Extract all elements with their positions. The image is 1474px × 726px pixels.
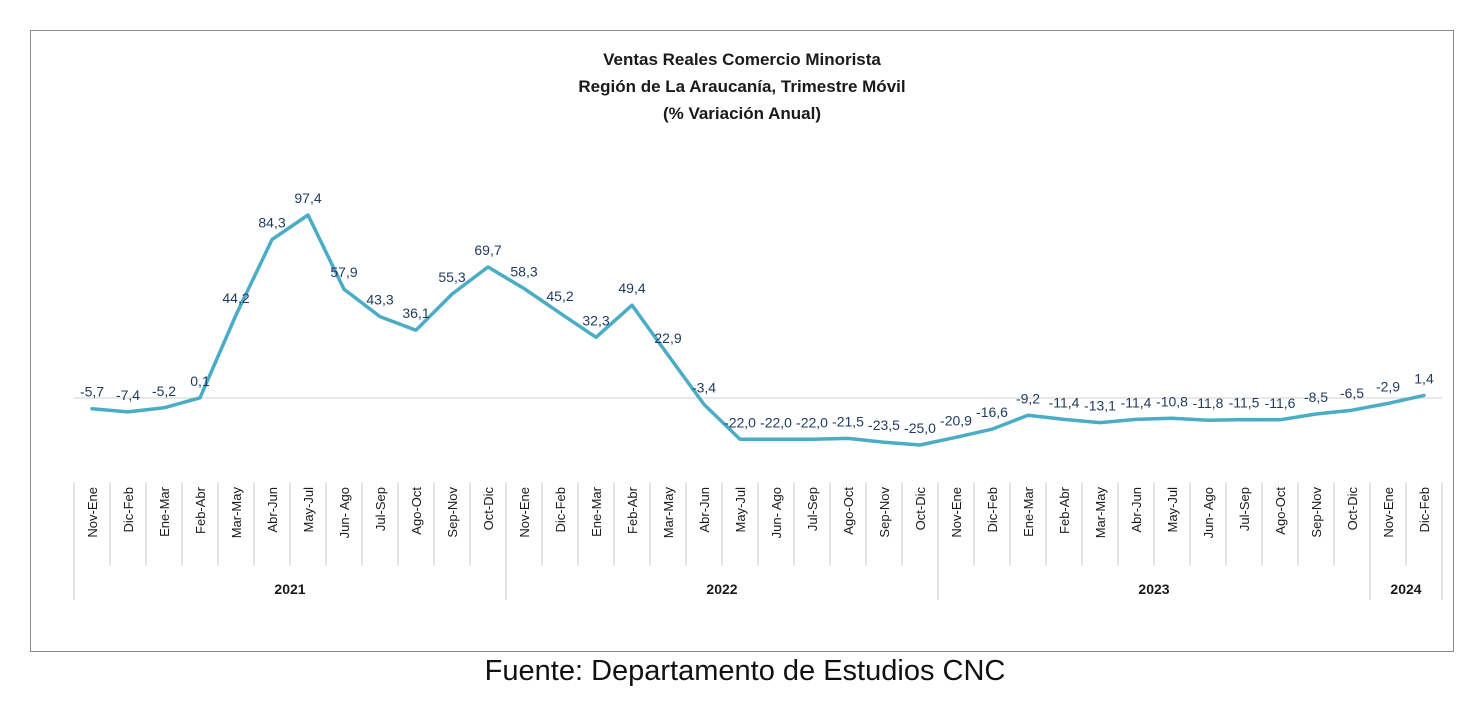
chart-title-line-3: (% Variación Anual) <box>662 104 822 123</box>
data-label: 44,2 <box>222 290 249 306</box>
x-tick-label: Ene-Mar <box>589 486 604 537</box>
data-label: -11,8 <box>1193 395 1224 411</box>
data-label: -23,5 <box>868 417 900 433</box>
x-tick-label: May-Jul <box>301 487 316 533</box>
x-tick-label: Dic-Feb <box>553 487 568 533</box>
x-tick-label: Abr-Jun <box>697 487 712 533</box>
x-tick-label: Ene-Mar <box>1021 486 1036 537</box>
year-label: 2023 <box>1138 581 1169 597</box>
x-tick-label: Jul-Sep <box>805 487 820 531</box>
x-tick-label: Jun- Ago <box>1201 487 1216 538</box>
x-tick-label: Ene-Mar <box>157 486 172 537</box>
data-label: -11,6 <box>1265 395 1296 411</box>
data-label: -5,2 <box>152 383 176 399</box>
data-label: 45,2 <box>546 288 573 304</box>
data-label: -22,0 <box>796 414 828 430</box>
x-tick-label: Oct-Dic <box>1345 487 1360 531</box>
data-label: -11,4 <box>1049 394 1080 410</box>
data-label: -20,9 <box>940 412 972 428</box>
x-tick-label: Sep-Nov <box>445 487 460 538</box>
x-tick-label: Nov-Ene <box>1381 487 1396 538</box>
data-label: -11,5 <box>1229 395 1260 411</box>
x-tick-label: Jul-Sep <box>373 487 388 531</box>
x-tick-label: Abr-Jun <box>265 487 280 533</box>
data-label: -2,9 <box>1376 378 1400 394</box>
x-tick-label: May-Jul <box>733 487 748 533</box>
data-label: 49,4 <box>618 280 645 296</box>
data-label: 57,9 <box>330 264 357 280</box>
data-label: 43,3 <box>366 292 393 308</box>
x-tick-label: Ago-Oct <box>1273 487 1288 535</box>
x-tick-label: Mar-May <box>661 487 676 539</box>
x-tick-label: Oct-Dic <box>913 487 928 531</box>
data-label: -9,2 <box>1016 390 1040 406</box>
data-label: -11,4 <box>1121 394 1152 410</box>
x-tick-label: Jun- Ago <box>769 487 784 538</box>
data-label: -6,5 <box>1340 385 1364 401</box>
data-label: 32,3 <box>582 312 609 328</box>
data-label: 22,9 <box>654 330 681 346</box>
year-label: 2024 <box>1390 581 1421 597</box>
x-tick-label: Nov-Ene <box>85 487 100 538</box>
chart-title-line-1: Ventas Reales Comercio Minorista <box>603 50 881 69</box>
source-note: Fuente: Departamento de Estudios CNC <box>484 655 1006 687</box>
x-tick-label: Sep-Nov <box>877 487 892 538</box>
x-tick-label: Nov-Ene <box>517 487 532 538</box>
data-label: -3,4 <box>692 379 716 395</box>
x-tick-label: Feb-Abr <box>625 486 640 534</box>
data-label: -10,8 <box>1156 393 1188 409</box>
chart-frame <box>30 30 1454 652</box>
data-label: -21,5 <box>832 413 864 429</box>
x-tick-label: Feb-Abr <box>1057 486 1072 534</box>
data-label: 58,3 <box>510 263 537 279</box>
x-tick-label: Ago-Oct <box>841 487 856 535</box>
x-tick-label: Mar-May <box>1093 487 1108 539</box>
data-label: -22,0 <box>724 414 756 430</box>
data-label: 97,4 <box>294 190 321 206</box>
x-tick-label: Sep-Nov <box>1309 487 1324 538</box>
x-tick-label: Jul-Sep <box>1237 487 1252 531</box>
data-label: 36,1 <box>402 305 429 321</box>
x-tick-label: Feb-Abr <box>193 486 208 534</box>
x-tick-label: Ago-Oct <box>409 487 424 535</box>
data-label: -5,7 <box>80 384 104 400</box>
x-tick-label: May-Jul <box>1165 487 1180 533</box>
data-label: 84,3 <box>258 215 285 231</box>
data-label: -8,5 <box>1304 389 1328 405</box>
data-label: -7,4 <box>116 387 140 403</box>
data-label: 55,3 <box>438 269 465 285</box>
x-tick-label: Jun- Ago <box>337 487 352 538</box>
data-label: -13,1 <box>1084 398 1116 414</box>
x-tick-label: Abr-Jun <box>1129 487 1144 533</box>
data-label: 0,1 <box>190 373 210 389</box>
x-tick-label: Mar-May <box>229 487 244 539</box>
year-label: 2022 <box>706 581 737 597</box>
chart-title-line-2: Región de La Araucanía, Trimestre Móvil <box>578 77 906 96</box>
series-line <box>90 213 1426 447</box>
data-label: 1,4 <box>1414 370 1434 386</box>
x-tick-label: Dic-Feb <box>121 487 136 533</box>
data-label: 69,7 <box>474 242 501 258</box>
x-tick-label: Dic-Feb <box>1417 487 1432 533</box>
data-label: -25,0 <box>904 420 936 436</box>
x-tick-label: Nov-Ene <box>949 487 964 538</box>
x-tick-label: Dic-Feb <box>985 487 1000 533</box>
x-tick-label: Oct-Dic <box>481 487 496 531</box>
data-label: -22,0 <box>760 414 792 430</box>
year-label: 2021 <box>274 581 305 597</box>
data-label: -16,6 <box>976 404 1008 420</box>
